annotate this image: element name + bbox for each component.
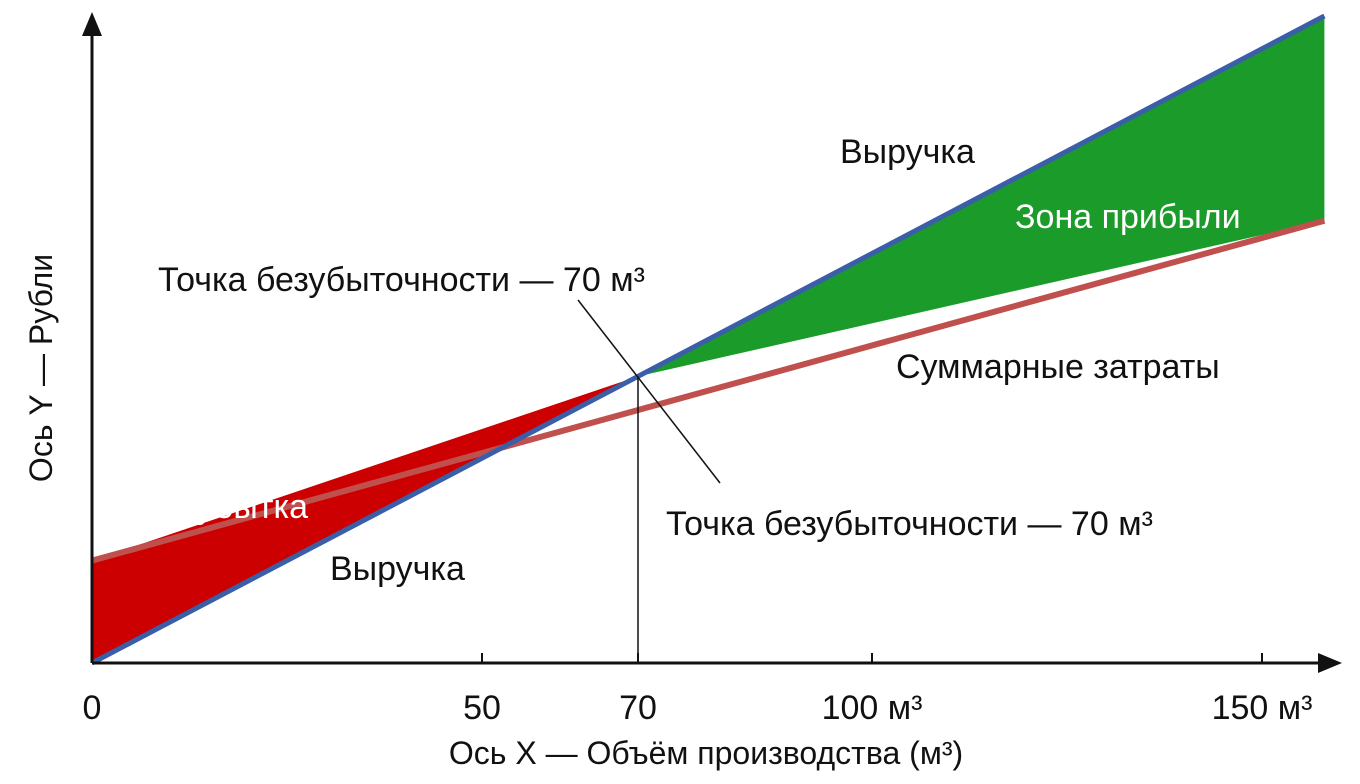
y-axis-title: Ось Y — Рубли [23,254,59,482]
profit-zone-label: Зона прибыли [1015,198,1241,236]
revenue-label-upper: Выручка [840,133,975,171]
x-tick-label: 150 м³ [1212,689,1313,727]
x-axis-title: Ось X — Объём производства (м³) [449,735,963,771]
break-even-leader-line [577,299,721,484]
loss-zone-label: Зона убытка [110,488,308,526]
revenue-line [90,13,1326,666]
revenue-label-lower: Выручка [330,550,465,588]
break-even-label-upper: Точка безубыточности — 70 м³ [158,261,645,299]
costs-label: Суммарные затраты [896,348,1220,386]
x-tick-label: 50 [463,689,501,727]
x-axis-arrow-icon [1318,653,1342,673]
costs-line [91,217,1326,564]
x-tick-label: 70 [619,689,657,727]
y-axis-arrow-icon [82,12,102,36]
break-even-label-lower: Точка безубыточности — 70 м³ [666,505,1153,543]
x-ticks: 0 50 70 100 м³ 150 м³ [83,653,1313,727]
x-tick-label: 0 [83,689,102,727]
x-tick-label: 100 м³ [822,689,923,727]
